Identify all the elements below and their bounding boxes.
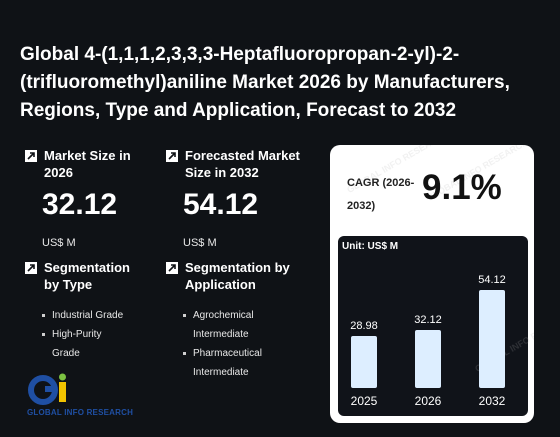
chart-unit-label: Unit: US$ M <box>342 241 399 252</box>
market-size-stat: Market Size in 2026 32.12 US$ M <box>25 147 145 249</box>
list-item: Agrochemical Intermediate <box>181 306 276 344</box>
forecast-value: 54.12 <box>183 188 259 221</box>
forecast-label: Forecasted Market Size in 2032 <box>185 148 300 180</box>
logo-text: GLOBAL INFO RESEARCH <box>27 408 134 417</box>
arrow-up-right-icon <box>166 150 178 162</box>
cagr-value: 9.1% <box>422 168 502 207</box>
forecast-stat: Forecasted Market Size in 2032 54.12 US$… <box>166 147 316 249</box>
segmentation-type: Segmentation by Type Industrial Grade Hi… <box>25 259 145 363</box>
x-tick-label: 2026 <box>414 394 442 408</box>
bar-2032 <box>479 290 505 388</box>
bar-value-label: 54.12 <box>478 274 506 286</box>
cagr-panel: GLOBAL INFO RESEARCH GLOBAL INFO RESEARC… <box>330 145 534 423</box>
bar-value-label: 28.98 <box>350 320 378 332</box>
gi-logo-icon <box>28 373 66 405</box>
list-item: High-Purity Grade <box>40 325 120 363</box>
segmentation-application: Segmentation by Application Agrochemical… <box>166 259 296 382</box>
x-tick-label: 2025 <box>350 394 378 408</box>
page-title: Global 4-(1,1,1,2,3,3,3-Heptafluoropropa… <box>20 44 510 121</box>
x-tick-label: 2032 <box>478 394 506 408</box>
bar-value-label: 32.12 <box>414 314 442 326</box>
forecast-unit: US$ M <box>183 237 217 249</box>
list-item: Pharmaceutical Intermediate <box>181 344 276 382</box>
market-size-unit: US$ M <box>42 237 76 249</box>
arrow-up-right-icon <box>166 262 178 274</box>
segmentation-type-label: Segmentation by Type <box>44 260 130 292</box>
list-item: Industrial Grade <box>40 306 140 325</box>
arrow-up-right-icon <box>25 262 37 274</box>
market-size-label: Market Size in 2026 <box>44 148 131 180</box>
bar-chart: Unit: US$ M GLOBAL INFO RESEARCH 28.9820… <box>338 236 534 416</box>
segmentation-application-label: Segmentation by Application <box>185 260 290 292</box>
market-size-value: 32.12 <box>42 188 118 221</box>
cagr-label: CAGR (2026-2032) <box>347 177 415 212</box>
bar-2025 <box>351 336 377 388</box>
bar-2026 <box>415 330 441 388</box>
company-logo: GLOBAL INFO RESEARCH <box>27 372 147 422</box>
arrow-up-right-icon <box>25 150 37 162</box>
